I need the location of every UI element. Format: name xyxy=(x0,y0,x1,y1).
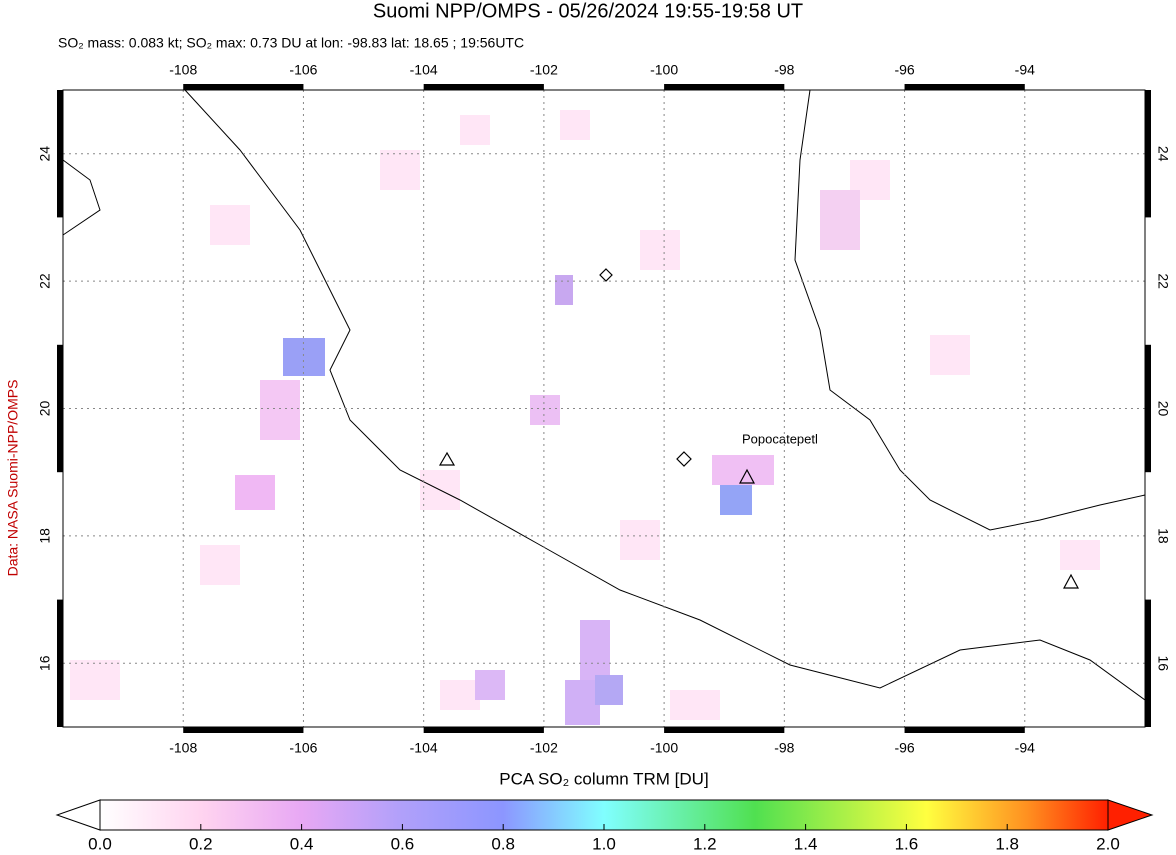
credit: Data: NASA Suomi-NPP/OMPS xyxy=(5,380,21,577)
lon-tick-label: -96 xyxy=(894,62,914,78)
lon-tick-label: -104 xyxy=(410,740,438,756)
colorbar-label: PCA SO₂ column TRM [DU] xyxy=(499,769,708,788)
frame-bar xyxy=(423,727,544,733)
lon-tick-label: -106 xyxy=(289,62,317,78)
frame-bar xyxy=(664,727,785,733)
volcano-markers xyxy=(438,268,1080,589)
colorbar-low-arrow xyxy=(55,799,101,831)
lat-tick-label: 18 xyxy=(1155,528,1171,544)
lat-tick-label: 16 xyxy=(37,655,53,671)
coastline xyxy=(62,89,1146,701)
frame-bar xyxy=(1145,344,1151,473)
lon-tick-label: -108 xyxy=(169,740,197,756)
colorbar-tick-label: 1.0 xyxy=(592,834,616,853)
colorbar-tick-label: 1.2 xyxy=(693,834,717,853)
colorbar-high-arrow xyxy=(1107,799,1154,831)
frame-bar xyxy=(57,344,63,473)
lat-tick-label: 22 xyxy=(1155,273,1171,289)
lon-tick-label: -98 xyxy=(774,740,794,756)
lat-tick-label: 20 xyxy=(1155,401,1171,417)
lat-tick-label: 18 xyxy=(37,528,53,544)
lon-tick-label: -96 xyxy=(894,740,914,756)
lon-tick-label: -100 xyxy=(650,62,678,78)
frame-bar xyxy=(57,599,63,727)
frame-bar xyxy=(904,727,1025,733)
lon-tick-label: -102 xyxy=(530,62,558,78)
colorbar-tick-label: 0.4 xyxy=(290,834,314,853)
frame-bar xyxy=(57,90,63,218)
colorbar-tick-label: 1.4 xyxy=(794,834,818,853)
frame-bar xyxy=(904,84,1025,90)
colorbar-tick-label: 2.0 xyxy=(1096,834,1120,853)
volcano-label: Popocatepetl xyxy=(742,431,818,446)
frame-bar xyxy=(1145,90,1151,218)
subtitle: SO₂ mass: 0.083 kt; SO₂ max: 0.73 DU at … xyxy=(58,35,524,51)
frame-bar xyxy=(183,84,304,90)
colorbar-tick-label: 0.6 xyxy=(391,834,415,853)
colorbar-tick-label: 0.0 xyxy=(88,834,112,853)
colorbar-tick-label: 1.6 xyxy=(895,834,919,853)
map: Popocatepetl -108 -108 -106 -106 -104 -104 -10… xyxy=(37,62,1172,756)
lat-tick-label: 20 xyxy=(37,401,53,417)
lat-tick-label: 22 xyxy=(37,273,53,289)
lon-tick-label: -94 xyxy=(1015,62,1035,78)
map-frame xyxy=(62,89,1146,728)
frame-bar xyxy=(664,84,785,90)
colorbar-tick-label: 1.8 xyxy=(995,834,1019,853)
lon-tick-label: -98 xyxy=(774,62,794,78)
colorbar-tick-label: 0.8 xyxy=(491,834,515,853)
lon-tick-label: -94 xyxy=(1015,740,1035,756)
colorbar-tick-label: 0.2 xyxy=(189,834,213,853)
frame-bar xyxy=(183,727,304,733)
frame-bar xyxy=(1145,599,1151,727)
lon-tick-label: -108 xyxy=(169,62,197,78)
lat-tick-label: 24 xyxy=(1155,146,1171,162)
lat-tick-label: 24 xyxy=(37,146,53,162)
lat-tick-label: 16 xyxy=(1155,656,1171,672)
frame-bar xyxy=(423,84,544,90)
lon-tick-label: -102 xyxy=(530,740,558,756)
lon-tick-label: -106 xyxy=(289,740,317,756)
title: Suomi NPP/OMPS - 05/26/2024 19:55-19:58 … xyxy=(373,0,803,22)
so2-pixels xyxy=(70,110,1100,725)
lon-tick-label: -104 xyxy=(410,62,438,78)
lon-tick-label: -100 xyxy=(650,740,678,756)
colorbar: PCA SO₂ column TRM [DU] 0.0 0.2 0.4 0.6 0.8 1… xyxy=(55,769,1154,853)
